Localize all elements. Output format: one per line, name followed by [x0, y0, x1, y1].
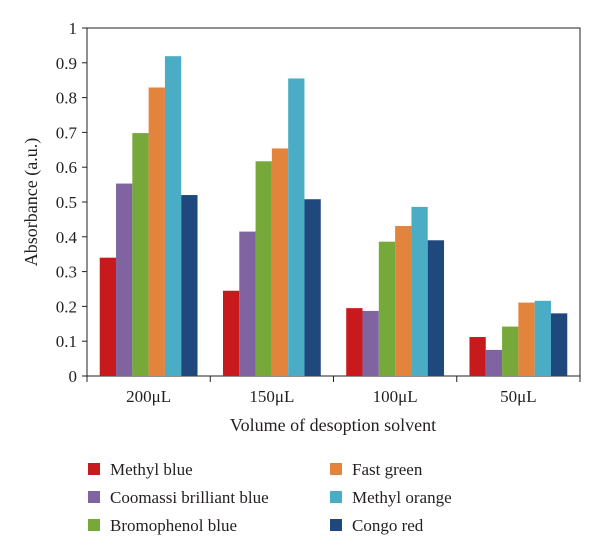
bars-group: [99, 56, 568, 377]
bar-methyl-orange: [288, 78, 305, 377]
bar-methyl-orange: [411, 206, 428, 376]
bar-congo-red: [304, 199, 321, 376]
bar-methyl-blue: [469, 337, 486, 376]
bar-coomassi-brilliant-blue: [485, 349, 503, 376]
legend-swatch: [88, 491, 100, 503]
legend-label: Coomassi brilliant blue: [110, 488, 269, 507]
x-tick-label: 200μL: [126, 387, 171, 406]
y-tick-label: 0.7: [56, 123, 78, 142]
legend-label: Fast green: [352, 460, 423, 479]
y-tick-label: 1: [69, 19, 78, 38]
legend-swatch: [330, 491, 342, 503]
y-axis-title: Absorbance (a.u.): [21, 138, 42, 266]
bar-congo-red: [427, 240, 445, 376]
y-tick-label: 0.1: [56, 332, 77, 351]
legend-swatch: [88, 463, 100, 475]
x-tick-unit: μL: [152, 387, 172, 406]
bar-methyl-orange: [534, 300, 551, 376]
bar-bromophenol-blue: [378, 241, 396, 376]
x-axis-title: Volume of desoption solvent: [230, 415, 436, 435]
x-axis: 200μL 150μL 100μL 50μL: [86, 376, 581, 406]
bar-bromophenol-blue: [255, 161, 272, 376]
x-tick-unit: μL: [275, 387, 295, 406]
bar-coomassi-brilliant-blue: [362, 310, 379, 376]
y-tick-label: 0.4: [56, 228, 78, 247]
y-tick-label: 0.8: [56, 89, 77, 108]
x-tick-number: 50: [500, 387, 517, 406]
legend: Methyl blue Coomassi brilliant blue Bromop…: [88, 460, 452, 535]
legend-label: Methyl orange: [352, 488, 452, 507]
legend-label: Congo red: [352, 516, 424, 535]
x-tick-label: 100μL: [373, 387, 418, 406]
y-tick-label: 0.9: [56, 54, 77, 73]
legend-label: Bromophenol blue: [110, 516, 237, 535]
x-tick-number: 200: [126, 387, 152, 406]
y-tick-label: 0.3: [56, 263, 77, 282]
y-tick-label: 0.5: [56, 193, 77, 212]
bar-methyl-blue: [99, 257, 117, 376]
x-tick-number: 150: [249, 387, 275, 406]
bar-methyl-orange: [164, 56, 182, 377]
bar-congo-red: [550, 313, 568, 376]
legend-swatch: [330, 463, 342, 475]
legend-label: Methyl blue: [110, 460, 193, 479]
bar-bromophenol-blue: [502, 326, 519, 376]
bar-coomassi-brilliant-blue: [116, 183, 133, 376]
bar-congo-red: [181, 195, 198, 376]
y-axis: 0 0.1 0.2 0.3 0.4 0.5 0.6 0.7 0.8 0.9 1: [56, 19, 87, 386]
bar-fast-green: [518, 302, 535, 376]
x-tick-number: 100: [373, 387, 399, 406]
x-tick-label: 150μL: [249, 387, 294, 406]
bar-fast-green: [271, 148, 289, 376]
bar-methyl-blue: [222, 290, 240, 376]
x-tick-label: 50μL: [500, 387, 537, 406]
bar-methyl-blue: [346, 308, 363, 376]
bar-bromophenol-blue: [132, 133, 149, 376]
bar-coomassi-brilliant-blue: [239, 231, 256, 376]
y-tick-label: 0.2: [56, 297, 77, 316]
x-tick-unit: μL: [517, 387, 537, 406]
bar-fast-green: [395, 226, 412, 376]
y-tick-label: 0.6: [56, 158, 77, 177]
legend-swatch: [330, 519, 342, 531]
bar-fast-green: [148, 87, 165, 377]
y-tick-label: 0: [69, 367, 78, 386]
x-tick-unit: μL: [398, 387, 418, 406]
legend-swatch: [88, 519, 100, 531]
